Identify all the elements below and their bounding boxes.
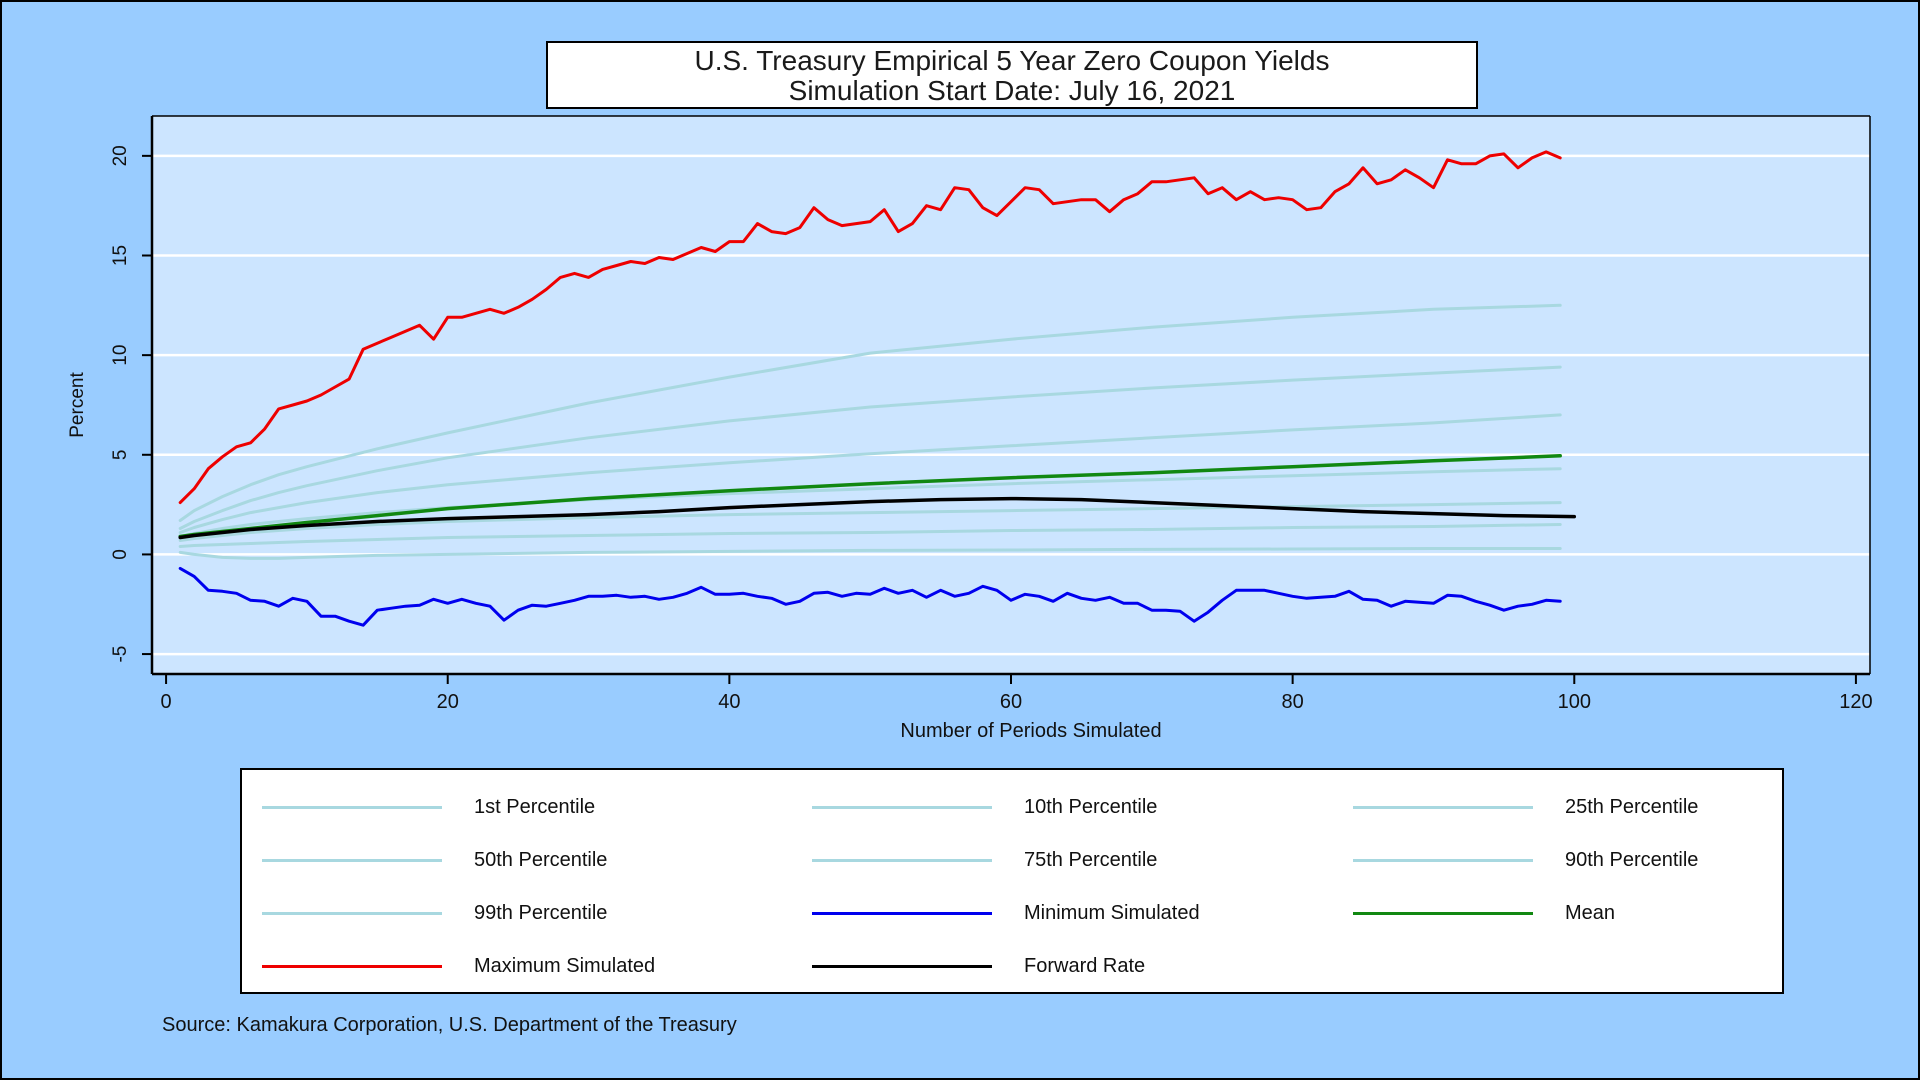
series-line-forward-rate [178, 496, 1577, 540]
legend-label: 10th Percentile [1024, 796, 1158, 818]
legend-label: Forward Rate [1024, 955, 1146, 977]
legend-item-90th-percentile: 90th Percentile [1333, 845, 1833, 875]
x-tick-label: 120 [1839, 691, 1872, 713]
x-tick-label: 80 [1282, 691, 1304, 713]
chart-title: U.S. Treasury Empirical 5 Year Zero Coup… [694, 45, 1330, 76]
series-line-maximum-simulated [178, 150, 1562, 505]
legend-label: 50th Percentile [474, 849, 608, 871]
legend-swatch [1353, 806, 1533, 809]
y-tick-label: 15 [110, 245, 131, 266]
legend-item-99th-percentile: 99th Percentile [242, 898, 742, 928]
series-line-25th-percentile [178, 501, 1562, 542]
series-line-1st-percentile [178, 547, 1562, 560]
legend-swatch [262, 965, 442, 968]
x-tick-label: 0 [161, 691, 172, 713]
legend-label: 75th Percentile [1024, 849, 1158, 871]
legend-item-50th-percentile: 50th Percentile [242, 845, 742, 875]
legend-label: 25th Percentile [1565, 796, 1699, 818]
x-tick-label: 100 [1558, 691, 1591, 713]
legend-label: Minimum Simulated [1024, 902, 1200, 924]
y-tick-label: 10 [110, 345, 131, 366]
legend-item-75th-percentile: 75th Percentile [792, 845, 1292, 875]
plot-area [152, 116, 1870, 674]
legend-label: Mean [1565, 902, 1616, 924]
series-line-90th-percentile [178, 365, 1562, 530]
legend-swatch [812, 912, 992, 915]
legend-swatch [1353, 912, 1533, 915]
chart-title-box: U.S. Treasury Empirical 5 Year Zero Coup… [546, 41, 1478, 109]
y-tick-label: 0 [110, 549, 131, 560]
series-line-10th-percentile [178, 523, 1562, 548]
legend-label: Maximum Simulated [474, 955, 656, 977]
legend-item-minimum-simulated: Minimum Simulated [792, 898, 1292, 928]
legend-item-25th-percentile: 25th Percentile [1333, 792, 1833, 822]
legend-swatch [262, 912, 442, 915]
legend-swatch [812, 965, 992, 968]
legend-item-1st-percentile: 1st Percentile [242, 792, 742, 822]
legend-item-mean: Mean [1333, 898, 1833, 928]
legend-label: 99th Percentile [474, 902, 608, 924]
legend-item-forward-rate: Forward Rate [792, 951, 1292, 981]
series-line-minimum-simulated [178, 566, 1562, 627]
legend-label: 90th Percentile [1565, 849, 1699, 871]
series-line-75th-percentile [178, 413, 1562, 534]
x-tick-label: 40 [718, 691, 740, 713]
source-note: Source: Kamakura Corporation, U.S. Depar… [162, 1014, 737, 1036]
y-tick-label: 20 [110, 145, 131, 166]
legend-label: 1st Percentile [474, 796, 596, 818]
y-axis-title: Percent [67, 372, 88, 438]
x-axis-title: Number of Periods Simulated [900, 720, 1161, 742]
legend-swatch [1353, 859, 1533, 862]
y-tick-label: 5 [110, 449, 131, 460]
x-tick-label: 20 [437, 691, 459, 713]
legend-swatch [262, 806, 442, 809]
x-tick-label: 60 [1000, 691, 1022, 713]
chart-subtitle: Simulation Start Date: July 16, 2021 [788, 75, 1236, 106]
series-line-99th-percentile [178, 303, 1562, 522]
legend-item-maximum-simulated: Maximum Simulated [242, 951, 742, 981]
legend-swatch [812, 859, 992, 862]
legend-item-10th-percentile: 10th Percentile [792, 792, 1292, 822]
y-tick-label: -5 [110, 646, 131, 663]
legend: 1st Percentile 10th Percentile 25th Percen… [240, 768, 1784, 994]
legend-swatch [812, 806, 992, 809]
legend-swatch [262, 859, 442, 862]
